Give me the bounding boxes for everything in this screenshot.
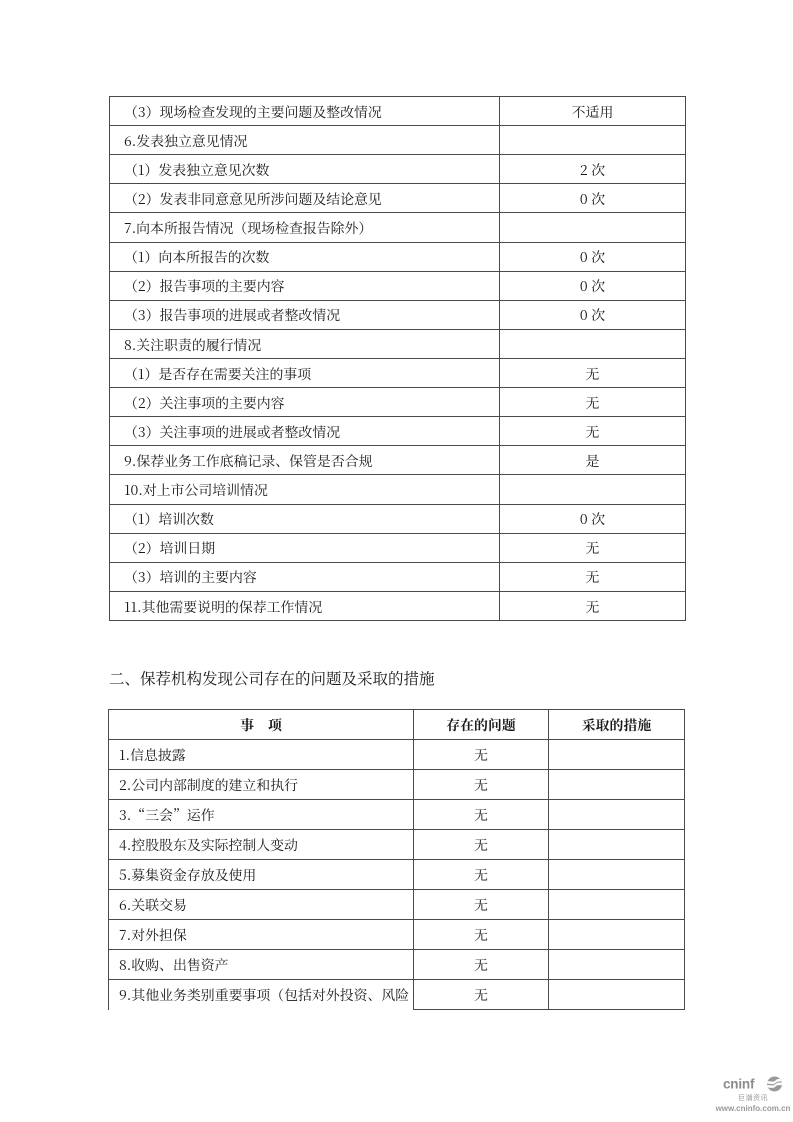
svg-text:cninf: cninf (723, 1077, 755, 1092)
